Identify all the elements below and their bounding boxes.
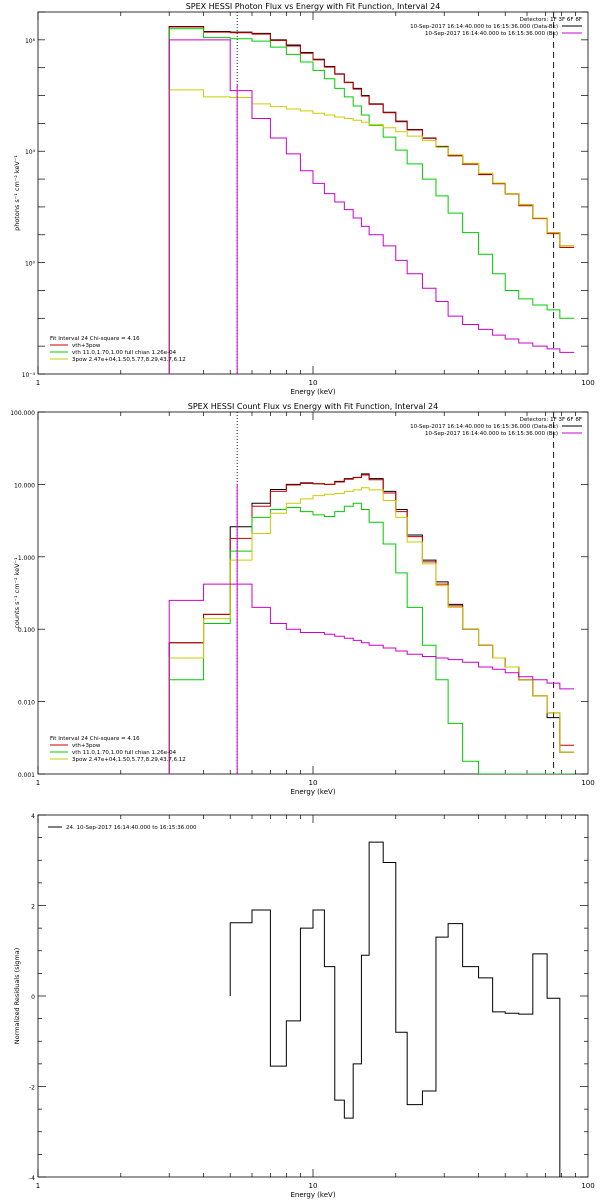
y-tick-label: 10.000 — [14, 482, 35, 489]
y-tick-label: -4 — [29, 1175, 35, 1182]
residuals-panel: 1 10 100 -4 -2 0 2 4 Energy (keV) Normalized Resi… — [13, 813, 595, 1199]
chart-title: SPEX HESSI Photon Flux vs Energy with Fi… — [186, 2, 441, 11]
legend-top-item: 10-Sep-2017 16:14:40.000 to 16:15:36.000… — [410, 424, 558, 430]
plot-frame — [37, 411, 589, 775]
x-axis-label: Energy (keV) — [290, 388, 335, 396]
y-tick-label: 10⁴ — [25, 149, 36, 156]
y-tick-label: 1.000 — [18, 555, 35, 562]
y-tick-label: 0 — [31, 994, 35, 1001]
legend-fit-item: 3pow 2.47e+04,1.50,5.77,8.29,43.7,6.12 — [72, 357, 186, 363]
y-axis-label: Normalized Residuals (sigma) — [13, 948, 21, 1045]
series-line-0 — [229, 841, 561, 1177]
series-group — [229, 841, 561, 1177]
y-tick-label: 10⁻⁴ — [22, 372, 36, 379]
y-tick-label: 0.010 — [18, 700, 35, 707]
series-group — [168, 26, 575, 374]
plot-frame — [37, 814, 589, 1178]
legend-fit-title: Fit Interval 24 Chi-square = 4.16 — [50, 736, 140, 742]
legend-top-item: Detectors: 1F 3F 6F 8F — [520, 417, 582, 423]
x-tick-label: 100 — [581, 379, 594, 387]
series-line-3 — [168, 487, 575, 774]
x-axis-label: Energy (keV) — [290, 788, 335, 796]
y-axis-label: photons s⁻¹ cm⁻² keV⁻¹ — [13, 155, 21, 231]
y-tick-label: 2 — [31, 904, 35, 911]
legend-fit-item: vth 11.0,1.70,1.00 full chian 1.26e-04 — [72, 350, 177, 356]
photon-flux-panel: SPEX HESSI Photon Flux vs Energy with Fi… — [13, 2, 595, 396]
x-tick-label: 1 — [36, 379, 40, 387]
y-tick-label: -2 — [29, 1085, 35, 1092]
legend-top-item: 10-Sep-2017 16:14:40.000 to 16:15:36.000… — [425, 431, 558, 437]
y-tick-label: 100.000 — [10, 410, 35, 417]
x-tick-label: 100 — [581, 1182, 594, 1190]
x-tick-label: 10 — [309, 379, 318, 387]
series-line-4 — [168, 39, 575, 374]
count-flux-panel: SPEX HESSI Count Flux vs Energy with Fit… — [10, 402, 595, 796]
residual-legend-label: 24. 10-Sep-2017 16:14:40.000 to 16:15:36… — [66, 825, 197, 831]
y-tick-label: 0.100 — [18, 627, 35, 634]
x-tick-label: 10 — [309, 1182, 318, 1190]
legend-top-item: 10-Sep-2017 16:14:40.000 to 16:15:36.000… — [410, 24, 558, 30]
series-line-3 — [168, 89, 575, 374]
legend-fit-item: 3pow 2.47e+04,1.50,5.77,8.29,43.7,6.12 — [72, 757, 186, 763]
series-line-1 — [168, 474, 575, 774]
legend-fit-item: vth+3pow — [72, 343, 101, 349]
series-line-4 — [168, 583, 575, 774]
legend-top-item: 10-Sep-2017 16:14:40.000 to 16:15:36.000… — [425, 31, 558, 37]
y-tick-label: 4 — [31, 813, 35, 820]
legend-fit-item: vth+3pow — [72, 743, 101, 749]
y-tick-label: 10⁰ — [25, 261, 36, 268]
y-tick-label: 10⁸ — [25, 38, 36, 45]
legend-fit-title: Fit Interval 24 Chi-square = 4.16 — [50, 336, 140, 342]
x-tick-label: 1 — [36, 779, 40, 787]
y-tick-label: 0.001 — [18, 772, 35, 779]
x-tick-label: 1 — [36, 1182, 40, 1190]
legend-fit-item: vth 11.0,1.70,1.00 full chian 1.26e-04 — [72, 750, 177, 756]
x-tick-label: 10 — [309, 779, 318, 787]
chart-title: SPEX HESSI Count Flux vs Energy with Fit… — [188, 402, 439, 411]
x-axis-label: Energy (keV) — [290, 1191, 335, 1199]
y-axis-label: counts s⁻¹ cm⁻² keV⁻¹ — [13, 557, 21, 629]
legend-top-item: Detectors: 1F 3F 6F 8F — [520, 17, 582, 23]
x-tick-label: 100 — [581, 779, 594, 787]
series-group — [168, 473, 575, 774]
